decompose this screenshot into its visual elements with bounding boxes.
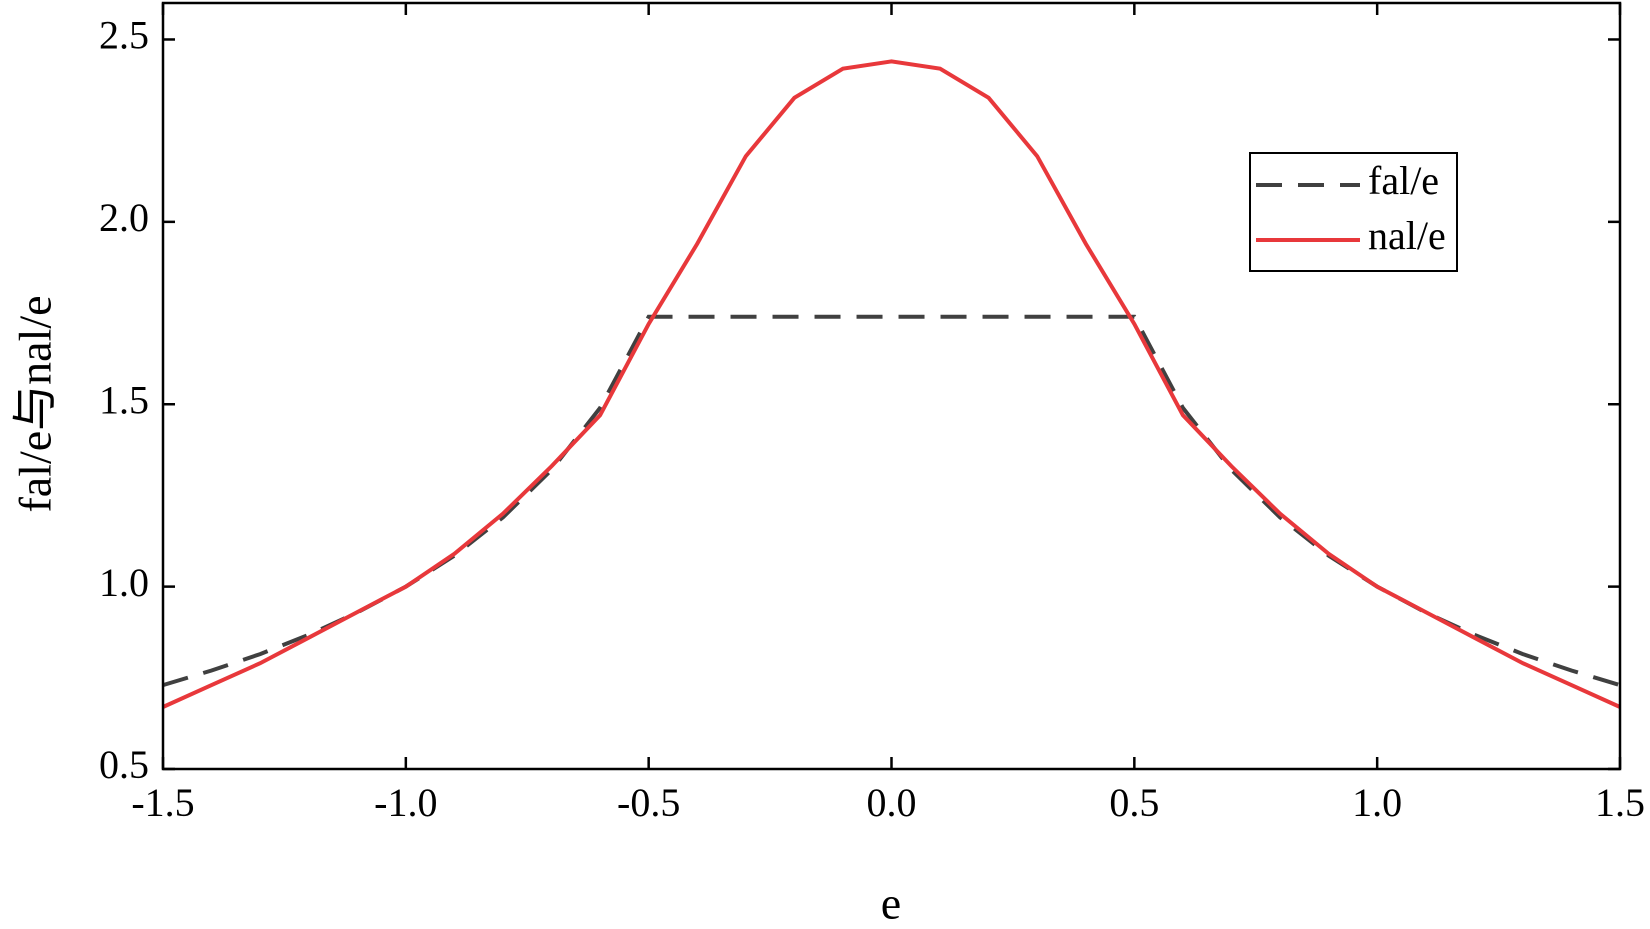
y-tick-label: 1.0	[99, 560, 149, 605]
y-axis-label: fal/e与nal/e	[10, 295, 61, 512]
x-axis-label: e	[881, 878, 901, 929]
x-tick-label: 1.5	[1595, 780, 1645, 825]
legend-box	[1249, 152, 1458, 272]
x-tick-label: -1.0	[374, 780, 437, 825]
y-tick-label: 1.5	[99, 377, 149, 422]
plot-frame	[161, 1, 1622, 771]
x-tick-label: -0.5	[617, 780, 680, 825]
y-tick-label: 2.0	[99, 195, 149, 240]
line-series	[162, 59, 1621, 709]
line-series	[162, 314, 1621, 688]
x-tick-label: -1.5	[131, 780, 194, 825]
x-tick-label: 1.0	[1352, 780, 1402, 825]
y-tick-label: 2.5	[99, 13, 149, 58]
x-tick-label: 0.0	[867, 780, 917, 825]
legend-label: nal/e	[1368, 213, 1446, 258]
x-tick-label: 0.5	[1109, 780, 1159, 825]
legend-label: fal/e	[1368, 158, 1439, 203]
y-tick-label: 0.5	[99, 742, 149, 787]
